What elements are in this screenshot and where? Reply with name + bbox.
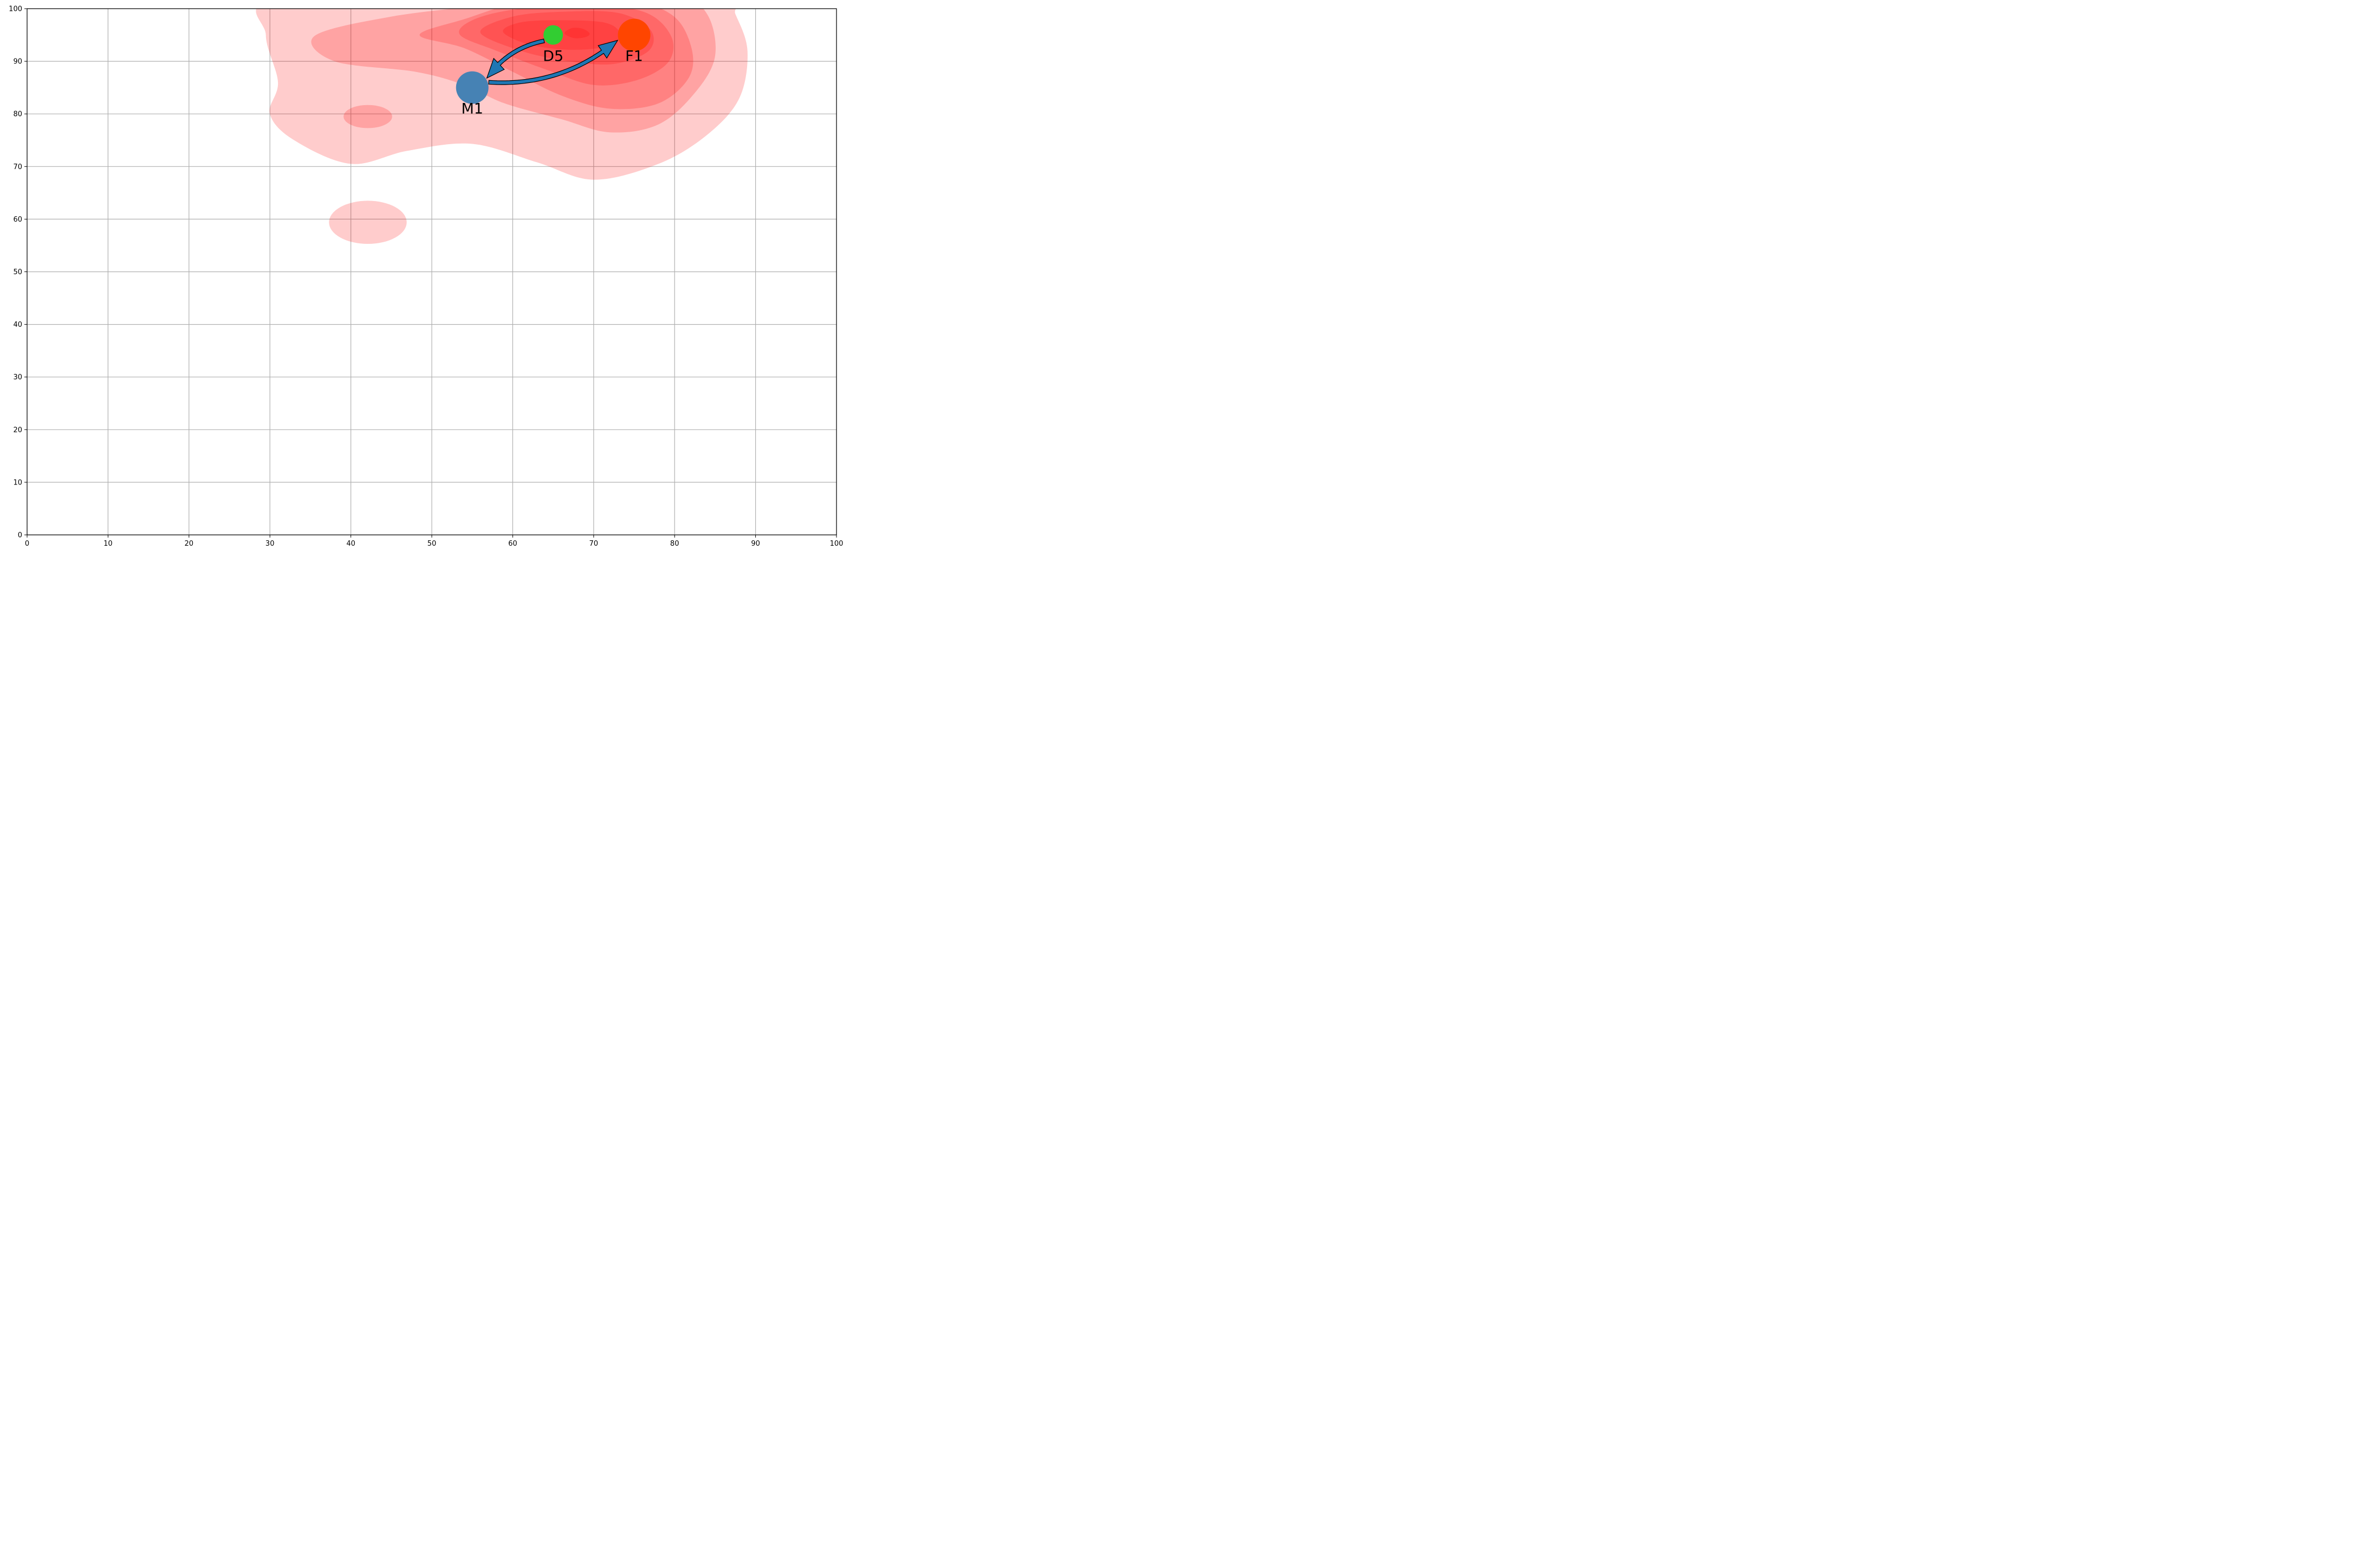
- arrow-m1-to-f1: [488, 40, 619, 85]
- ticks: 0 10 20 30 40 50 60 70 80 90 100 0 10 20 30 40 50 60 70 80 9…: [9, 5, 843, 548]
- density-level-1: [256, 9, 748, 180]
- point-d5: [543, 25, 563, 45]
- y-tick-label: 100: [9, 5, 22, 14]
- points: [456, 18, 651, 104]
- point-labels: M1 D5 F1: [461, 48, 643, 118]
- point-label-f1: F1: [625, 48, 643, 65]
- y-tick-label: 10: [13, 479, 22, 487]
- density-level-2: [311, 9, 716, 133]
- chart: M1 D5 F1 0 10 20 30 40 50 60 70 80 90 100 0 10 20 30 40 50…: [0, 0, 849, 554]
- point-f1: [618, 18, 651, 51]
- x-tick-label: 70: [589, 540, 599, 548]
- chart-background: [0, 0, 849, 554]
- x-tick-label: 50: [427, 540, 437, 548]
- y-tick-label: 60: [13, 216, 22, 224]
- x-tick-label: 100: [830, 540, 844, 548]
- y-tick-label: 90: [13, 58, 22, 66]
- y-tick-label: 0: [18, 532, 22, 540]
- density-blob-low: [329, 201, 407, 244]
- y-tick-label: 20: [13, 426, 22, 434]
- y-tick-label: 70: [13, 163, 22, 171]
- x-tick-label: 30: [265, 540, 275, 548]
- point-label-d5: D5: [543, 48, 563, 65]
- x-tick-label: 10: [103, 540, 113, 548]
- density-blob-mid: [343, 105, 392, 128]
- x-tick-label: 40: [346, 540, 355, 548]
- y-tick-label: 30: [13, 373, 22, 382]
- y-tick-label: 40: [13, 321, 22, 329]
- y-tick-label: 50: [13, 268, 22, 276]
- x-tick-label: 90: [751, 540, 760, 548]
- x-tick-label: 60: [508, 540, 517, 548]
- point-m1: [456, 71, 489, 104]
- x-tick-label: 0: [25, 540, 29, 548]
- x-tick-label: 20: [185, 540, 194, 548]
- arrows: [486, 38, 619, 85]
- density-level-7: [564, 28, 590, 38]
- arrow-d5-to-m1: [486, 38, 545, 79]
- point-label-m1: M1: [461, 101, 483, 118]
- y-tick-label: 80: [13, 111, 22, 119]
- x-tick-label: 80: [670, 540, 679, 548]
